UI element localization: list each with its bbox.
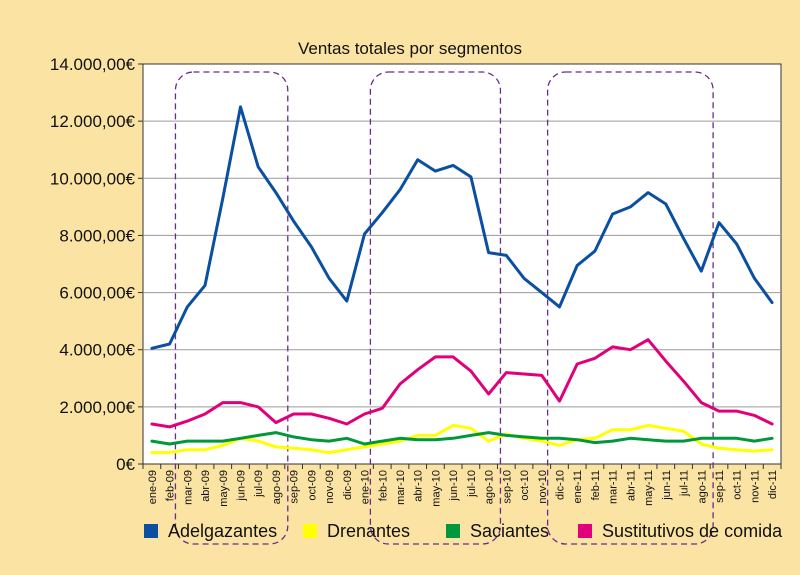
x-tick-label: dic-10 [554, 470, 566, 500]
x-tick-label: nov-09 [324, 470, 336, 504]
y-tick-label: 8.000,00€ [59, 226, 135, 245]
highlight-region [174, 71, 289, 545]
legend-swatch-adelgazantes [144, 524, 158, 538]
legend-swatch-sustitutivos-de-comida [578, 524, 592, 538]
x-tick-label: sep-11 [714, 470, 726, 503]
x-tick-label: sep-09 [289, 470, 301, 504]
x-tick-label: oct-10 [519, 470, 531, 501]
x-tick-label: ago-09 [271, 470, 283, 504]
highlight-regions [174, 71, 714, 545]
series-line-drenantes [150, 423, 774, 455]
y-axis-ticks: 0€ 2.000,00€ 4.000,00€ 6.000,00€ 8.000,00€ 10… [50, 55, 143, 474]
x-tick-label: jul-11 [679, 470, 691, 497]
series-line-adelgazantes [150, 105, 774, 350]
highlight-region [546, 71, 714, 545]
x-tick-label: mar-10 [395, 470, 407, 505]
legend-swatch-saciantes [446, 524, 460, 538]
x-tick-label: ago-11 [696, 470, 708, 503]
y-tick-label: 4.000,00€ [59, 341, 135, 360]
x-tick-label: ene-10 [360, 470, 372, 504]
x-tick-label: ago-10 [484, 470, 496, 504]
y-tick-label: 10.000,00€ [50, 169, 136, 188]
y-tick-label: 6.000,00€ [59, 284, 135, 303]
legend-label-sustitutivos-de-comida: Sustitutivos de comida [602, 521, 783, 541]
x-tick-label: jun-09 [235, 470, 247, 502]
legend: Adelgazantes Drenantes Saciantes Sustitutiv… [144, 521, 783, 541]
x-tick-label: mar-11 [608, 470, 620, 504]
x-tick-label: sep-10 [501, 470, 513, 504]
x-tick-label: feb-11 [590, 470, 602, 500]
y-tick-label: 12.000,00€ [50, 112, 136, 131]
x-tick-label: abr-09 [200, 470, 212, 502]
chart-title: Ventas totales por segmentos [298, 39, 522, 58]
x-tick-label: ene-09 [147, 470, 159, 504]
legend-swatch-drenantes [303, 524, 317, 538]
legend-label-adelgazantes: Adelgazantes [168, 521, 277, 541]
x-tick-label: jul-10 [466, 470, 478, 498]
y-tick-label: 2.000,00€ [59, 398, 135, 417]
series-lines [150, 105, 774, 455]
x-tick-label: oct-11 [732, 470, 744, 500]
x-tick-label: abr-11 [625, 470, 637, 501]
series-line-saciantes [150, 431, 774, 446]
plot-area [142, 63, 782, 465]
x-tick-label: jul-09 [253, 470, 265, 498]
grid-lines [143, 120, 781, 408]
legend-label-drenantes: Drenantes [327, 521, 410, 541]
x-tick-label: ene-11 [572, 470, 584, 503]
x-tick-label: may-11 [643, 470, 655, 506]
x-axis-ticks: ene-09 feb-09 mar-09 abr-09 may-09 jun-09 jul-… [142, 464, 782, 507]
series-line-sustitutivos-de-comida [150, 338, 774, 429]
x-tick-label: may-10 [430, 470, 442, 507]
x-tick-label: feb-10 [377, 470, 389, 501]
y-tick-label: 14.000,00€ [50, 55, 136, 74]
x-tick-label: dic-09 [342, 470, 354, 500]
x-tick-label: abr-10 [413, 470, 425, 502]
x-tick-label: dic-11 [767, 470, 779, 499]
highlight-region [369, 71, 502, 545]
x-tick-label: nov-10 [537, 470, 549, 504]
x-tick-label: jun-11 [661, 470, 673, 501]
x-tick-label: nov-11 [749, 470, 761, 503]
x-tick-label: feb-09 [165, 470, 177, 501]
x-tick-label: jun-10 [448, 470, 460, 502]
x-tick-label: may-09 [218, 470, 230, 507]
y-tick-label: 0€ [116, 455, 135, 474]
legend-label-saciantes: Saciantes [470, 521, 549, 541]
x-tick-label: oct-09 [306, 470, 318, 501]
x-tick-label: mar-09 [182, 470, 194, 505]
